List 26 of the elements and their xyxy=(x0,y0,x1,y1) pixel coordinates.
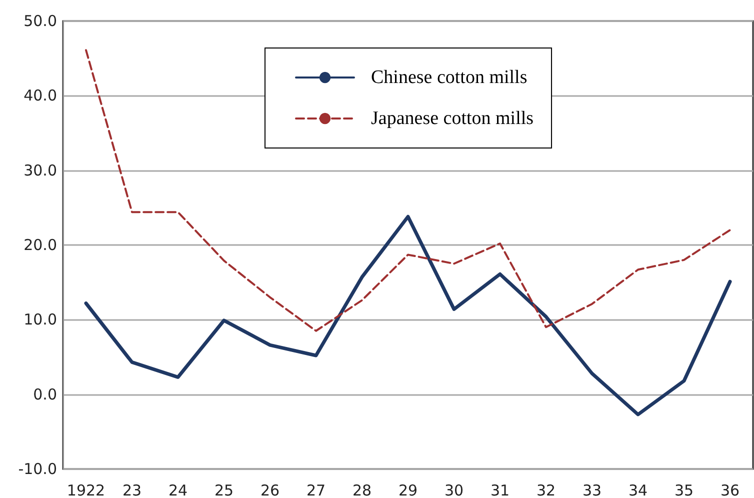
x-tick-label: 26 xyxy=(260,482,280,498)
x-tick-label: 31 xyxy=(490,482,510,498)
x-tick-label: 36 xyxy=(720,482,740,498)
y-tick-label: 30.0 xyxy=(24,161,57,180)
legend-label: Chinese cotton mills xyxy=(371,67,528,88)
x-tick-label: 23 xyxy=(122,482,142,498)
x-tick-label: 27 xyxy=(306,482,326,498)
y-tick-label: 50.0 xyxy=(24,12,57,30)
x-tick-label: 33 xyxy=(582,482,602,498)
legend-label: Japanese cotton mills xyxy=(371,108,534,129)
x-tick-label: 32 xyxy=(536,482,556,498)
line-series xyxy=(84,214,732,416)
y-tick-label: 20.0 xyxy=(24,236,57,254)
y-tick-label: 10.0 xyxy=(24,310,57,329)
x-tick-label: 34 xyxy=(628,482,648,498)
x-tick-label: 25 xyxy=(214,482,234,498)
x-tick-label: 1922 xyxy=(66,482,106,498)
x-tick-label: 35 xyxy=(674,482,694,498)
x-tick-label: 29 xyxy=(398,482,418,498)
y-tick-label: -10.0 xyxy=(18,460,57,478)
x-tick-label: 30 xyxy=(444,482,464,498)
x-tick-label: 24 xyxy=(168,482,188,498)
y-tick-label: 40.0 xyxy=(24,86,57,105)
y-tick-label: 0.0 xyxy=(33,385,57,404)
x-tick-label: 28 xyxy=(352,482,372,498)
line-series xyxy=(85,49,731,332)
